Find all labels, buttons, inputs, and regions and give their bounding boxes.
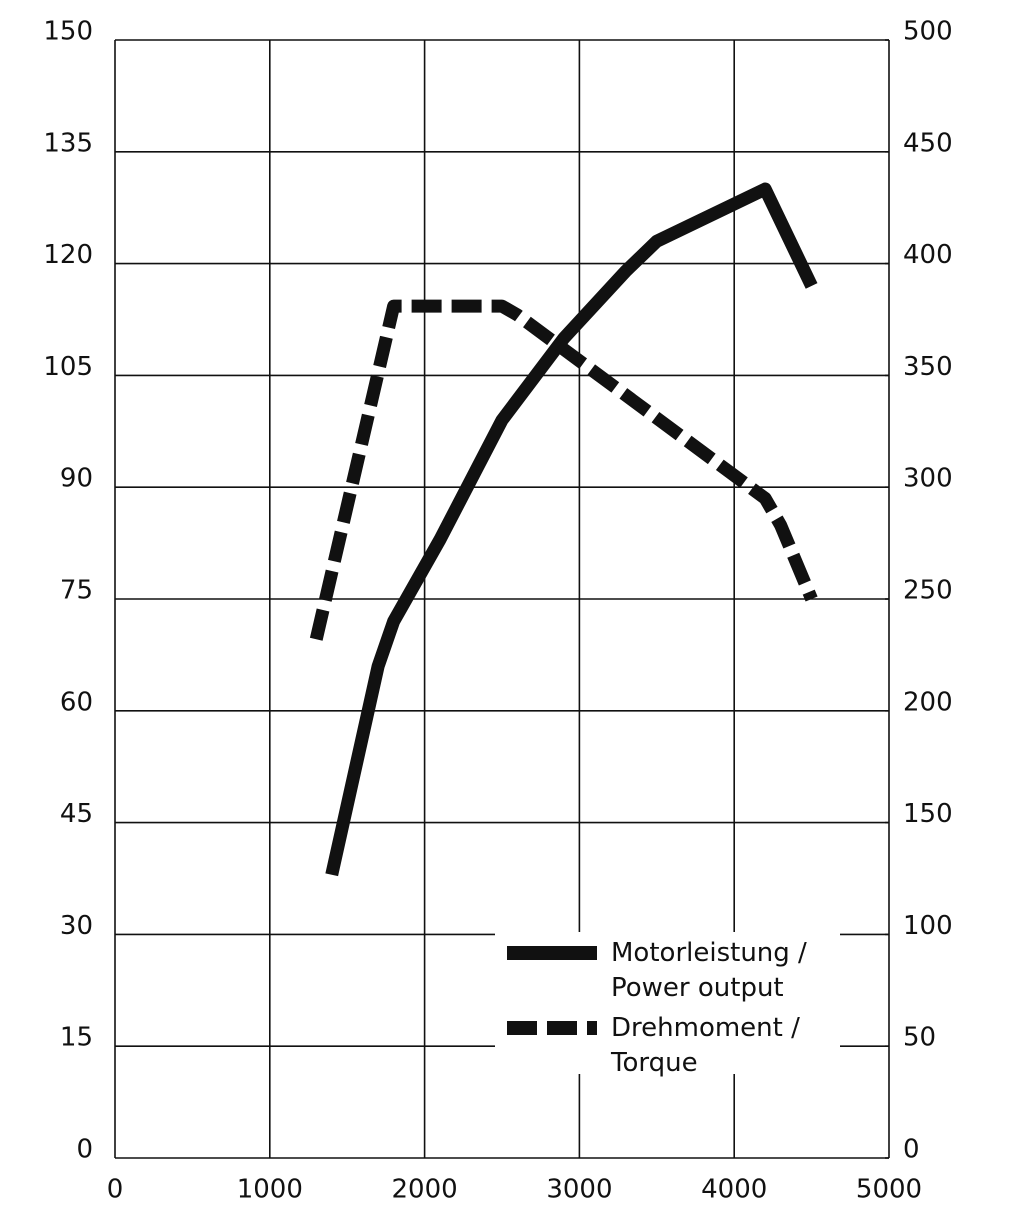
legend-label: Motorleistung / Power output xyxy=(611,938,807,1003)
y-tick-label: 30 xyxy=(60,911,93,941)
y-tick-label: 105 xyxy=(43,352,93,382)
legend-swatch xyxy=(507,1021,597,1035)
x-tick-label: 4000 xyxy=(701,1175,767,1205)
y-tick-label: 135 xyxy=(43,128,93,158)
legend-label: Drehmoment / Torque xyxy=(611,1013,800,1078)
y-tick-label: 120 xyxy=(43,240,93,270)
x-tick-label: 3000 xyxy=(546,1175,612,1205)
x-tick-label: 1000 xyxy=(237,1175,303,1205)
y2-tick-label: 250 xyxy=(903,576,953,606)
x-tick-label: 5000 xyxy=(856,1175,922,1205)
series-line xyxy=(325,182,818,877)
y2-tick-label: 0 xyxy=(903,1135,920,1165)
series-line xyxy=(309,299,818,641)
y2-tick-label: 50 xyxy=(903,1023,936,1053)
legend-item: Drehmoment / Torque xyxy=(507,1011,841,1081)
y2-tick-label: 100 xyxy=(903,911,953,941)
y-tick-label: 60 xyxy=(60,687,93,717)
y2-tick-label: 300 xyxy=(903,464,953,494)
y2-tick-label: 150 xyxy=(903,799,953,829)
legend: Motorleistung / Power output Drehmoment /… xyxy=(495,932,841,1078)
y-tick-label: 15 xyxy=(60,1023,93,1053)
x-tick-label: 2000 xyxy=(392,1175,458,1205)
y-tick-label: 150 xyxy=(43,17,93,47)
y-tick-label: 75 xyxy=(60,576,93,606)
y-tick-label: 0 xyxy=(76,1135,93,1165)
y-tick-label: 90 xyxy=(60,464,93,494)
y2-tick-label: 400 xyxy=(903,240,953,270)
legend-item: Motorleistung / Power output xyxy=(507,936,841,1006)
y2-tick-label: 450 xyxy=(903,128,953,158)
y-tick-label: 45 xyxy=(60,799,93,829)
legend-swatch xyxy=(507,946,597,960)
y2-tick-label: 500 xyxy=(903,17,953,47)
x-tick-label: 0 xyxy=(107,1175,124,1205)
y2-tick-label: 350 xyxy=(903,352,953,382)
y2-tick-label: 200 xyxy=(903,687,953,717)
